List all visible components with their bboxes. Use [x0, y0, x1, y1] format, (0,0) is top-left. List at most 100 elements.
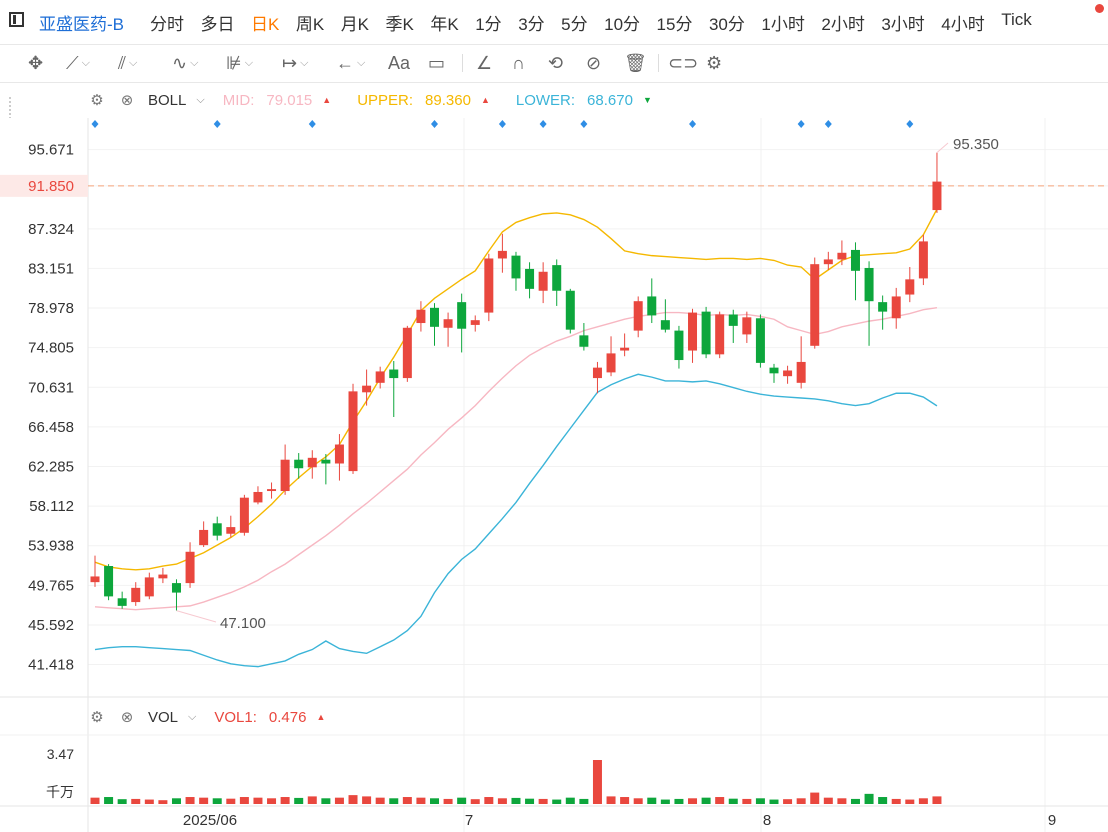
candle-body: [823, 259, 833, 265]
line-tool-icon[interactable]: ⟋ ⌵: [66, 52, 90, 73]
price-tick-label: 95.671: [28, 142, 74, 159]
date-tick-label: 2025/06: [183, 812, 237, 829]
low-annotation-line: [176, 610, 217, 623]
volume-bar: [185, 797, 195, 804]
sync-icon[interactable]: ⟲: [548, 52, 564, 73]
candle-body: [783, 370, 793, 377]
volume-bar: [823, 797, 833, 804]
volume-bar: [497, 798, 507, 804]
boll-close-icon[interactable]: ⊗: [120, 92, 134, 109]
event-marker-icon: [580, 120, 588, 128]
candle-body: [918, 241, 928, 279]
vol-legend: ⚙ ⊗ VOL ⌵ VOL1: 0.476 ▲: [88, 705, 351, 729]
period-tab-3[interactable]: 周K: [295, 15, 325, 34]
period-tab-11[interactable]: 15分: [656, 15, 693, 34]
boll-settings-icon[interactable]: ⚙: [90, 92, 104, 109]
period-tab-14[interactable]: 2小时: [821, 15, 865, 34]
text-tool-icon[interactable]: Aa: [388, 52, 411, 73]
vol-settings-icon[interactable]: ⚙: [90, 709, 104, 726]
candle-body: [104, 566, 114, 597]
symbol-name[interactable]: 亚盛医药-B: [39, 15, 124, 34]
volume-bar: [592, 760, 602, 804]
volume-bar: [402, 797, 412, 804]
period-tab-7[interactable]: 1分: [475, 15, 502, 34]
candle-body: [131, 587, 141, 603]
candle-body: [484, 258, 494, 313]
hide-icon[interactable]: ⊘: [586, 52, 602, 73]
volume-bar: [796, 798, 806, 804]
magnet-icon[interactable]: ∩: [512, 52, 525, 73]
volume-bar: [850, 798, 860, 804]
period-tab-9[interactable]: 5分: [561, 15, 588, 34]
volume-bar: [226, 798, 236, 804]
price-tick-label: 53.938: [28, 538, 74, 555]
volume-bar: [742, 798, 752, 804]
candle-body: [592, 367, 602, 379]
volume-bar: [769, 799, 779, 804]
note-tool-icon[interactable]: ▭: [428, 52, 446, 73]
price-tick-label: 62.285: [28, 458, 74, 475]
period-tab-12[interactable]: 30分: [708, 15, 745, 34]
candle-body: [796, 361, 806, 383]
period-tab-4[interactable]: 月K: [340, 15, 370, 34]
vol-close-icon[interactable]: ⊗: [120, 709, 134, 726]
price-tick-label: 70.631: [28, 379, 74, 396]
period-tab-0[interactable]: 分时: [150, 15, 184, 34]
price-tick-label: 49.765: [28, 577, 74, 594]
toolbar-divider: [462, 54, 463, 72]
period-tab-13[interactable]: 1小时: [761, 15, 805, 34]
period-tab-2[interactable]: 日K: [251, 15, 280, 34]
period-tab-10[interactable]: 10分: [604, 15, 641, 34]
price-tick-label: 45.592: [28, 617, 74, 634]
candle-body: [647, 296, 657, 316]
period-tab-17[interactable]: Tick: [1001, 10, 1032, 29]
vol1-label: VOL1:: [214, 708, 257, 726]
candle-body: [674, 330, 684, 361]
period-tab-15[interactable]: 3小时: [881, 15, 925, 34]
candle-body: [253, 491, 263, 503]
volume-bar: [552, 799, 562, 804]
boll-dropdown-icon[interactable]: ⌵: [196, 93, 205, 106]
boll-mid-line: [94, 307, 938, 611]
move-icon[interactable]: ✥: [28, 52, 44, 73]
wave-tool-icon[interactable]: ∿ ⌵: [172, 52, 199, 73]
event-marker-icon: [498, 120, 506, 128]
delete-icon[interactable]: 🗑: [624, 52, 647, 73]
settings-icon[interactable]: ⚙: [706, 52, 723, 73]
compare-icon[interactable]: ⊂⊃: [668, 52, 699, 73]
period-tab-1[interactable]: 多日: [200, 15, 235, 34]
arrow-tool-icon[interactable]: ← ⌵: [336, 52, 366, 73]
volume-bar: [158, 800, 168, 804]
candle-body: [864, 267, 874, 302]
volume-bar: [443, 798, 453, 804]
panel-toggle-icon[interactable]: [9, 12, 24, 27]
volume-bar: [117, 799, 127, 804]
toolbar-grip-icon[interactable]: [8, 96, 12, 118]
vol-name[interactable]: VOL: [148, 708, 179, 726]
vol-dropdown-icon[interactable]: ⌵: [188, 710, 197, 723]
candle-body: [144, 577, 154, 597]
candle-body: [199, 529, 209, 546]
volume-bar: [430, 798, 439, 804]
measure-tool-icon[interactable]: ↦ ⌵: [282, 52, 309, 73]
ruler-icon[interactable]: ∠: [476, 52, 493, 73]
candle-body: [620, 347, 630, 351]
period-tab-5[interactable]: 季K: [385, 15, 414, 34]
upper-value: 89.360: [425, 91, 471, 109]
volume-bar: [334, 797, 344, 804]
period-tab-6[interactable]: 年K: [430, 15, 459, 34]
channel-tool-icon[interactable]: ⫽ ⌵: [118, 52, 138, 73]
volume-bar: [878, 797, 888, 804]
event-marker-icon: [91, 120, 99, 128]
fib-tool-icon[interactable]: ⊯ ⌵: [226, 52, 254, 73]
candle-body: [226, 527, 236, 534]
boll-name[interactable]: BOLL: [148, 91, 187, 109]
volume-bar: [525, 798, 535, 804]
candle-body: [416, 309, 426, 324]
volume-bar: [633, 798, 643, 804]
volume-bar: [837, 798, 847, 804]
toolbar-divider: [658, 54, 659, 72]
period-tab-8[interactable]: 3分: [518, 15, 545, 34]
period-tab-16[interactable]: 4小时: [941, 15, 985, 34]
